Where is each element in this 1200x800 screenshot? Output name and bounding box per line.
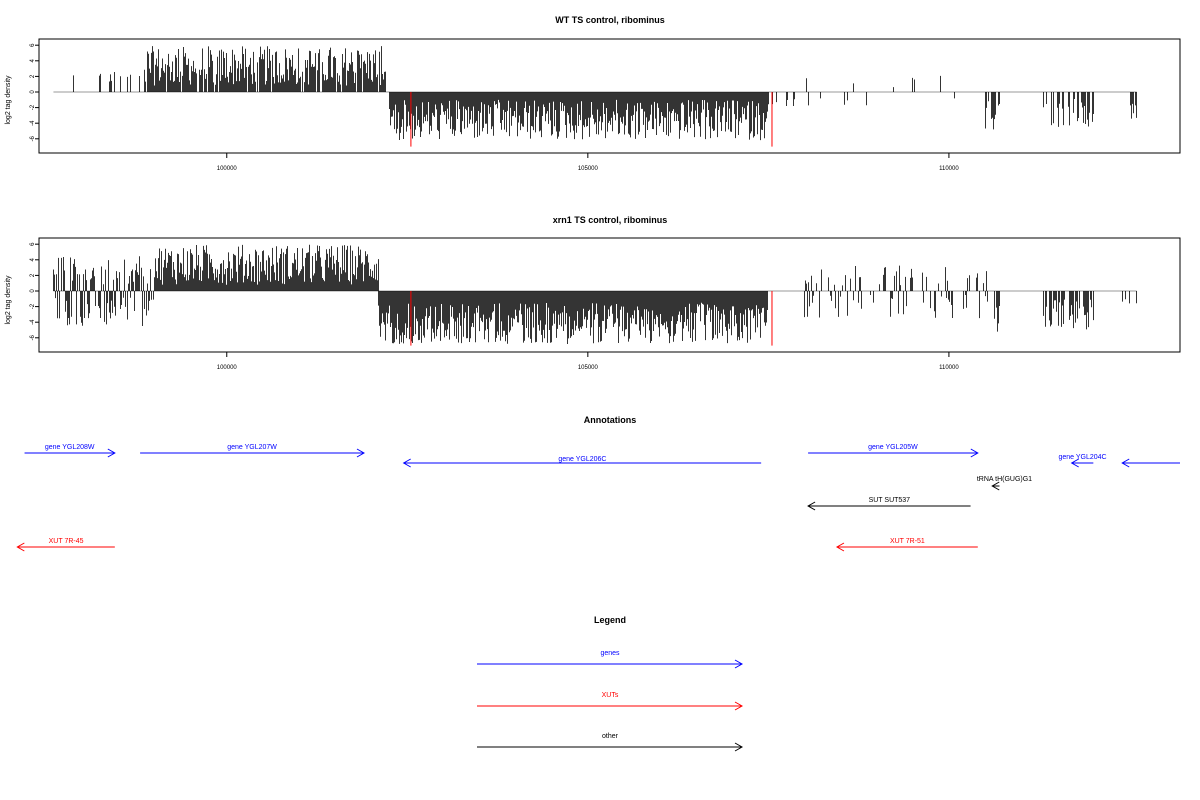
feature-arrow: XUT 7R-51 xyxy=(835,538,978,552)
feature-arrow: gene YGL205W xyxy=(808,444,979,458)
feature-arrow: tRNA tH(GUG)G1 xyxy=(977,476,1032,491)
y-axis: 6 4 2 0 -2 -4 -6 xyxy=(30,242,40,340)
y-axis: 6 4 2 0 -2 -4 -6 xyxy=(30,43,40,141)
legend-item: other xyxy=(477,733,744,752)
arrow-head xyxy=(734,701,744,711)
y-tick-label: 4 xyxy=(30,58,36,62)
arrow-head xyxy=(734,742,744,752)
arrow-head xyxy=(991,481,1000,491)
arrow-head xyxy=(970,448,979,458)
feature-label: gene YGL208W xyxy=(45,444,95,451)
x-tick-label: 100000 xyxy=(217,166,238,172)
arrow-head xyxy=(16,542,25,552)
y-tick-label: -6 xyxy=(30,334,36,340)
legend-items: genes XUTs other xyxy=(477,650,744,752)
arrow-head xyxy=(1121,458,1130,468)
arrow-head xyxy=(835,542,845,552)
x-axis: 100000 105000 110000 xyxy=(217,351,959,371)
feature-arrow: gene YGL208W xyxy=(24,444,116,458)
legend-item: XUTs xyxy=(477,692,744,711)
legend-item: genes xyxy=(477,650,744,669)
y-axis-label: log2 tag density xyxy=(5,75,12,125)
feature-label: gene YGL204C xyxy=(1058,454,1106,461)
y-tick-label: -2 xyxy=(30,303,36,309)
y-tick-label: -6 xyxy=(30,135,36,141)
density-bars xyxy=(53,244,1137,346)
y-axis-label: log2 tag density xyxy=(5,275,12,325)
legend: Legend genes XUTs other xyxy=(477,615,744,752)
y-tick-label: 2 xyxy=(30,74,36,78)
feature-arrow: gene YGL206C xyxy=(402,456,762,468)
feature-arrow: SUT SUT537 xyxy=(807,497,971,511)
feature-label: tRNA tH(GUG)G1 xyxy=(977,476,1032,483)
feature-arrow: XUT 7R-45 xyxy=(16,538,115,552)
arrow-head xyxy=(1070,458,1079,468)
feature-tracks: gene YGL208W gene YGL207W gene YGL206C gene… xyxy=(16,444,1180,552)
y-tick-label: 6 xyxy=(30,242,36,246)
legend-label: genes xyxy=(600,650,620,657)
density-bars xyxy=(53,46,1137,147)
y-tick-label: -4 xyxy=(30,319,36,325)
feature-label: gene YGL206C xyxy=(558,456,606,463)
legend-label: other xyxy=(602,733,619,740)
y-tick-label: 2 xyxy=(30,273,36,277)
x-tick-label: 100000 xyxy=(217,365,238,371)
feature-label: gene YGL205W xyxy=(868,444,918,451)
annotations-title: Annotations xyxy=(584,415,637,425)
arrow-head xyxy=(402,458,411,468)
x-tick-label: 110000 xyxy=(939,365,959,371)
legend-title: Legend xyxy=(594,615,626,625)
annotations-panel: Annotations gene YGL208W gene YGL207Wgene… xyxy=(16,415,1180,552)
x-tick-label: 105000 xyxy=(578,365,599,371)
feature-label: gene YGL207W xyxy=(227,444,277,451)
wt-density-panel: WT TS control, ribominus log2 tag densit… xyxy=(5,15,1181,172)
y-tick-label: 6 xyxy=(30,43,36,47)
feature-label: SUT SUT537 xyxy=(869,497,911,504)
x-tick-label: 110000 xyxy=(939,166,959,172)
y-tick-label: -2 xyxy=(30,104,36,110)
feature-arrow: gene YGL207W xyxy=(140,444,365,458)
arrow-head xyxy=(807,501,816,511)
y-tick-label: 0 xyxy=(30,289,36,293)
feature-arrow: gene YGL204C xyxy=(1058,454,1107,468)
panel-title: WT TS control, ribominus xyxy=(555,15,665,25)
y-tick-label: 0 xyxy=(30,90,36,94)
xrn1-density-panel: xrn1 TS control, ribominus log2 tag dens… xyxy=(5,215,1181,371)
arrow-head xyxy=(734,659,744,669)
feature-arrow xyxy=(1121,458,1180,468)
legend-label: XUTs xyxy=(602,692,619,699)
arrow-head xyxy=(107,448,116,458)
feature-label: XUT 7R-51 xyxy=(890,538,925,545)
y-tick-label: 4 xyxy=(30,257,36,261)
arrow-head xyxy=(356,448,365,458)
x-tick-label: 105000 xyxy=(578,166,599,172)
y-tick-label: -4 xyxy=(30,120,36,126)
x-axis: 100000 105000 110000 xyxy=(217,152,959,172)
feature-label: XUT 7R-45 xyxy=(49,538,84,545)
panel-title: xrn1 TS control, ribominus xyxy=(553,215,668,225)
